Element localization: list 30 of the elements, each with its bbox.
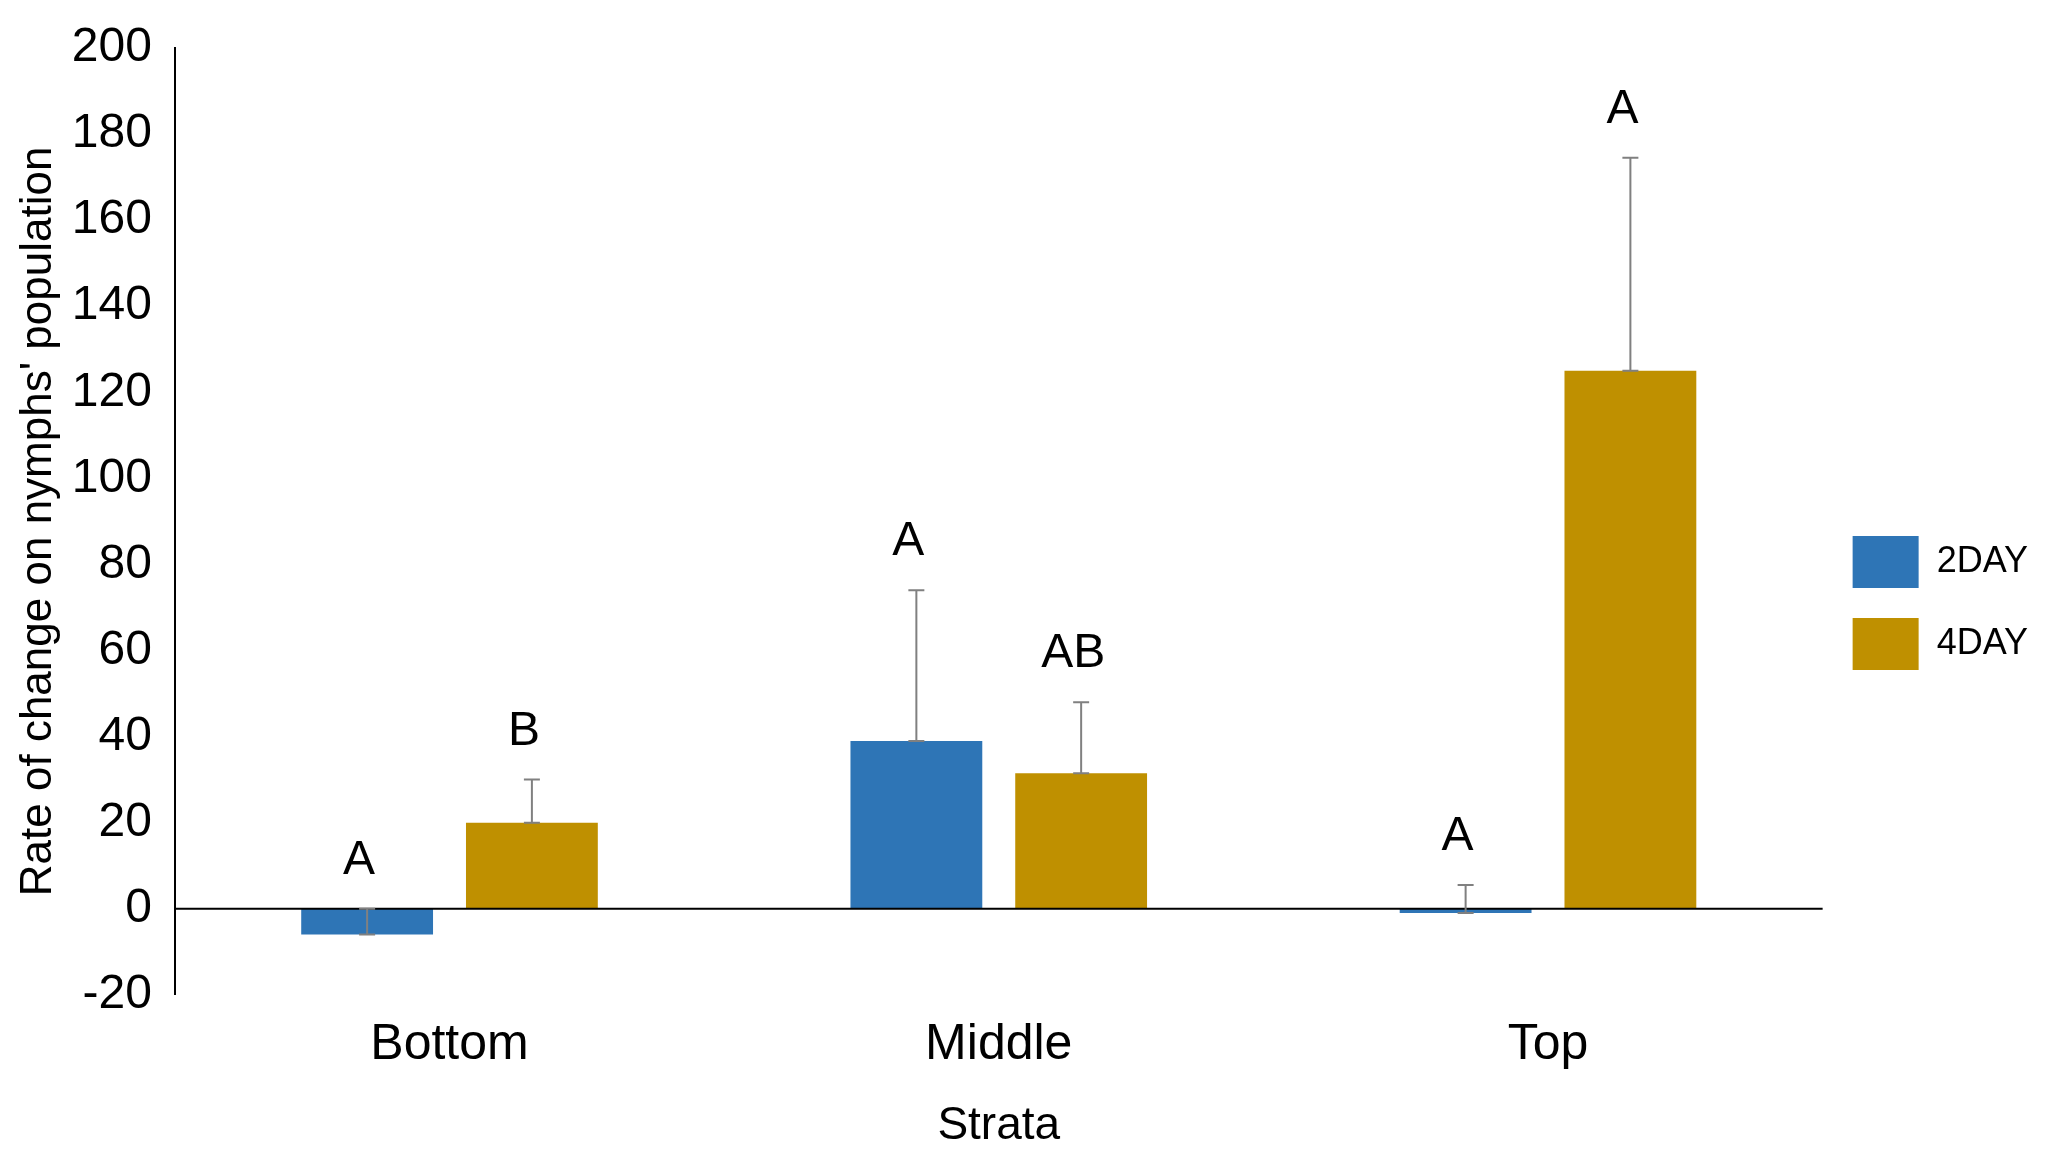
y-tick-label: 60 — [98, 620, 152, 674]
y-axis-title: Rate of change on nymphs' population — [10, 146, 60, 897]
y-tick-label: 40 — [98, 706, 152, 760]
x-tick-label: Top — [1507, 1013, 1589, 1070]
annotation: A — [1606, 79, 1639, 133]
y-tick-label: 100 — [71, 448, 152, 502]
annotation: A — [343, 830, 376, 884]
y-tick-label: -20 — [82, 965, 152, 1019]
bar — [1564, 370, 1697, 909]
annotation: A — [892, 512, 925, 566]
annotation: AB — [1041, 624, 1106, 678]
annotation: A — [1441, 807, 1474, 861]
y-tick-label: 20 — [98, 792, 152, 846]
x-axis-title: Strata — [937, 1097, 1061, 1150]
y-tick-label: 80 — [98, 534, 152, 588]
legend-label: 2DAY — [1936, 538, 2028, 580]
annotation: B — [507, 701, 540, 755]
y-tick-label: 180 — [71, 104, 152, 158]
bar — [301, 908, 434, 935]
bar — [1015, 773, 1148, 909]
bar — [465, 822, 598, 909]
y-tick-label: 160 — [71, 190, 152, 244]
y-tick-label: 140 — [71, 276, 152, 330]
y-tick-label: 0 — [125, 878, 152, 932]
y-tick-label: 120 — [71, 362, 152, 416]
y-tick-label: 200 — [71, 18, 152, 72]
x-tick-label: Bottom — [370, 1013, 529, 1070]
x-tick-label: Middle — [925, 1013, 1073, 1070]
bar — [850, 740, 983, 909]
legend-label: 4DAY — [1936, 620, 2028, 662]
